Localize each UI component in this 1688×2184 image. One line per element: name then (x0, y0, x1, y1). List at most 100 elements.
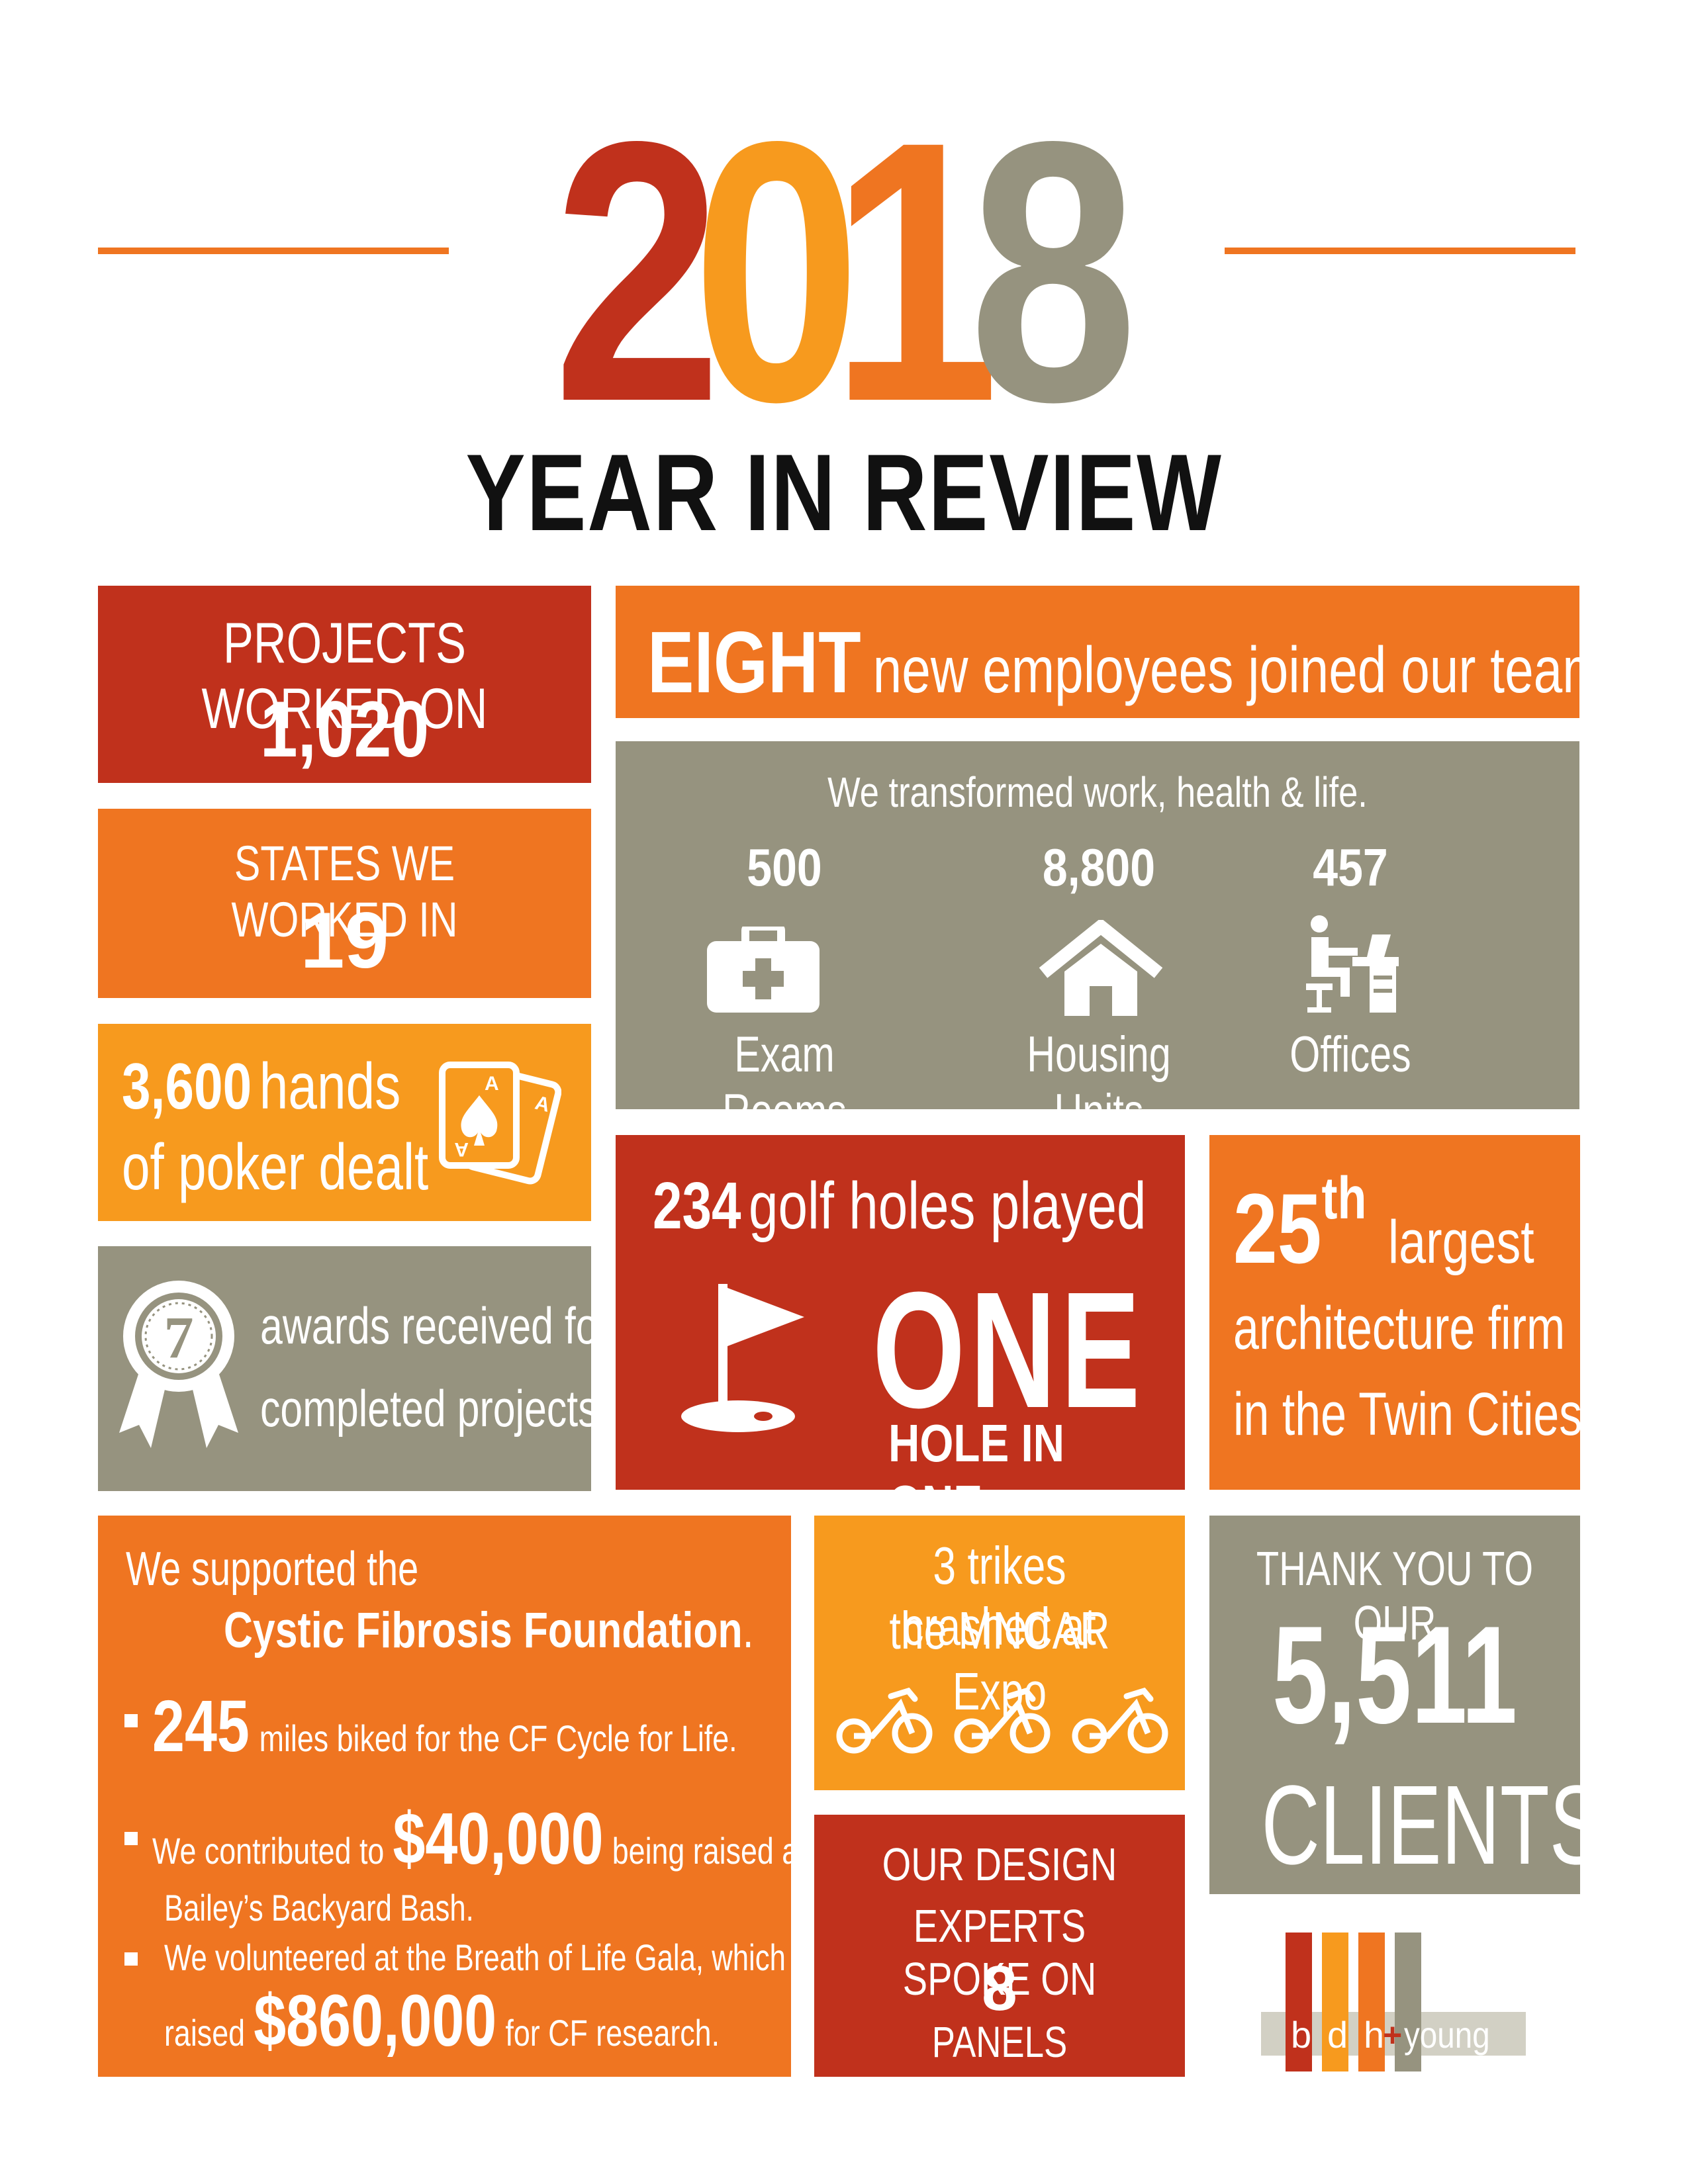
year-digit: 8 (968, 64, 1138, 478)
cf-org: Cystic Fibrosis Foundation (224, 1602, 743, 1659)
year-digit: 0 (692, 64, 861, 478)
cf-b3-line1: We volunteered at the Breath of Life Gal… (164, 1936, 786, 1978)
house-icon (1039, 920, 1163, 1016)
trikes-card: 3 trikes crashed at the MNCAR Expo (814, 1516, 1185, 1790)
clients-line-2: CLIENTS (1261, 1762, 1604, 1888)
cf-bullet-1: 245 miles biked for the CF Cycle for Lif… (152, 1684, 737, 1768)
cf-b1-value: 245 (152, 1686, 250, 1767)
medical-kit-icon (707, 927, 820, 1013)
employees-row: EIGHT new employees joined our team (647, 612, 1606, 712)
projects-card: PROJECTS WORKED ON 1,020 (98, 586, 591, 783)
golf-sub: HOLE IN ONE (888, 1414, 1065, 1533)
panels-line-3: PANELS (931, 2017, 1068, 2066)
logo-plus: + (1383, 2017, 1403, 2054)
cf-b3-value: $860,000 (254, 1980, 497, 2062)
employees-text: new employees joined our team (872, 633, 1606, 706)
ranking-text-2: architecture firm (1233, 1295, 1566, 1362)
poker-text-2: of poker dealt (122, 1130, 429, 1203)
golf-value: 234 (653, 1169, 741, 1243)
transform-card: We transformed work, health & life. 500 … (616, 741, 1579, 1140)
clients-line-1: THANK YOU TO OUR (1256, 1543, 1534, 1650)
projects-label: PROJECTS WORKED ON (201, 612, 488, 741)
panels-card: OUR DESIGN EXPERTS SPOKE ON 8 PANELS (814, 1815, 1185, 2077)
states-label: STATES WE WORKED IN (231, 836, 458, 947)
exam-rooms-label: Exam Rooms (722, 1026, 847, 1140)
cf-org-line: Cystic Fibrosis Foundation. (224, 1602, 754, 1659)
exam-rooms-value: 500 (747, 838, 822, 897)
awards-card: 7 awards received for completed projects (98, 1246, 612, 1491)
golf-card: 234 golf holes played ONE HOLE IN ONE (616, 1135, 1185, 1533)
panels-line-1: OUR DESIGN (882, 1839, 1117, 1890)
cf-card: We supported the Cystic Fibrosis Foundat… (98, 1516, 807, 2077)
cf-b2-line2: Bailey’s Backyard Bash. (164, 1887, 474, 1929)
logo-bar (1322, 1933, 1348, 2071)
cf-b2-value: $40,000 (393, 1798, 604, 1880)
cf-b1-text: miles biked for the CF Cycle for Life. (259, 1717, 737, 1759)
offices-label: Offices (1289, 1026, 1411, 1083)
poker-card: 3,600 hands of poker dealt A A A (98, 1024, 591, 1221)
transform-heading: We transformed work, health & life. (827, 768, 1368, 816)
cf-b3-pre: raised (164, 2012, 246, 2054)
svg-text:A: A (485, 1073, 499, 1095)
trikes-line-1: 3 trikes crashed at (903, 1536, 1096, 1656)
tricycle-icon (836, 1687, 933, 1754)
header-rule-right (1225, 248, 1575, 254)
logo-letter-d: d (1327, 2014, 1348, 2056)
cf-bullet-2: We contributed to $40,000 being raised a… (152, 1797, 807, 1881)
panels-line-2: EXPERTS SPOKE ON (902, 1900, 1097, 2005)
year-digit: 1 (830, 64, 999, 478)
bullet-square (124, 1952, 138, 1966)
golf-text: golf holes played (749, 1169, 1147, 1243)
poker-value: 3,600 (122, 1050, 252, 1122)
cf-b2-pre: We contributed to (152, 1830, 385, 1872)
employees-count: EIGHT (647, 614, 861, 711)
states-card: STATES WE WORKED IN 19 (98, 809, 591, 998)
year-title: 2018 (0, 64, 1688, 478)
ranking-text-3: in the Twin Cities (1233, 1381, 1583, 1448)
page-subtitle: YEAR IN REVIEW (465, 432, 1223, 553)
playing-cards-icon: A A A (439, 1062, 561, 1185)
logo-bar (1286, 1933, 1312, 2071)
bdh-young-logo: b d h + young (1261, 1933, 1526, 2071)
cf-intro: We supported the (126, 1543, 419, 1596)
ranking-card: 25th largest architecture firm in the Tw… (1209, 1135, 1583, 1490)
bullet-square (124, 1714, 138, 1727)
awards-value: 7 (164, 1305, 194, 1371)
logo-letter-h: h (1364, 2014, 1385, 2056)
golf-big: ONE (872, 1257, 1145, 1442)
housing-units-value: 8,800 (1042, 838, 1156, 897)
bullet-square (124, 1832, 138, 1845)
tricycle-icon (954, 1687, 1051, 1754)
poker-text-1: hands (259, 1050, 401, 1122)
ranking-line-1: 25th largest (1233, 1165, 1572, 1286)
awards-text-2: completed projects (260, 1379, 598, 1437)
person-at-desk-icon (1306, 915, 1399, 1013)
ranking-text-1: largest (1387, 1208, 1534, 1276)
awards-text-1: awards received for (260, 1297, 612, 1355)
logo-bar (1358, 1933, 1385, 2071)
employees-card: EIGHT new employees joined our team (616, 586, 1606, 718)
clients-value: 5,511 (1272, 1597, 1518, 1752)
trikes-line-2: the MNCAR Expo (889, 1601, 1110, 1721)
golf-line: 234 golf holes played (653, 1168, 1172, 1244)
header-rule-left (98, 248, 449, 254)
tricycle-icon (1072, 1687, 1168, 1754)
states-value: 19 (300, 896, 389, 985)
golf-flag-icon (681, 1284, 804, 1432)
cf-period: . (742, 1602, 754, 1659)
logo-bar (1395, 1933, 1421, 2071)
offices-value: 457 (1313, 838, 1388, 897)
poker-line-1: 3,600 hands (122, 1049, 492, 1124)
ranking-suffix: th (1321, 1165, 1367, 1232)
logo-letter-b: b (1291, 2014, 1312, 2056)
panels-value: 8 (982, 1953, 1017, 2024)
projects-value: 1,020 (259, 685, 430, 774)
svg-text:A: A (454, 1138, 469, 1160)
year-digit: 2 (553, 64, 722, 478)
cf-b2-post: being raised at (612, 1830, 807, 1872)
cf-b3-post: for CF research. (505, 2012, 720, 2054)
award-ribbon-icon: 7 (119, 1281, 238, 1448)
logo-word-young: young (1404, 2014, 1490, 2056)
ranking-value: 25 (1233, 1173, 1322, 1284)
clients-card: THANK YOU TO OUR 5,511 CLIENTS (1209, 1516, 1604, 1894)
